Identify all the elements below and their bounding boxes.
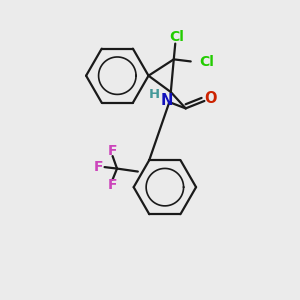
Text: H: H bbox=[148, 88, 159, 101]
Text: F: F bbox=[108, 178, 117, 192]
Text: F: F bbox=[108, 144, 117, 158]
Text: Cl: Cl bbox=[169, 30, 184, 44]
Text: F: F bbox=[94, 160, 104, 174]
Text: Cl: Cl bbox=[199, 55, 214, 69]
Text: N: N bbox=[160, 94, 172, 109]
Text: O: O bbox=[204, 92, 217, 106]
